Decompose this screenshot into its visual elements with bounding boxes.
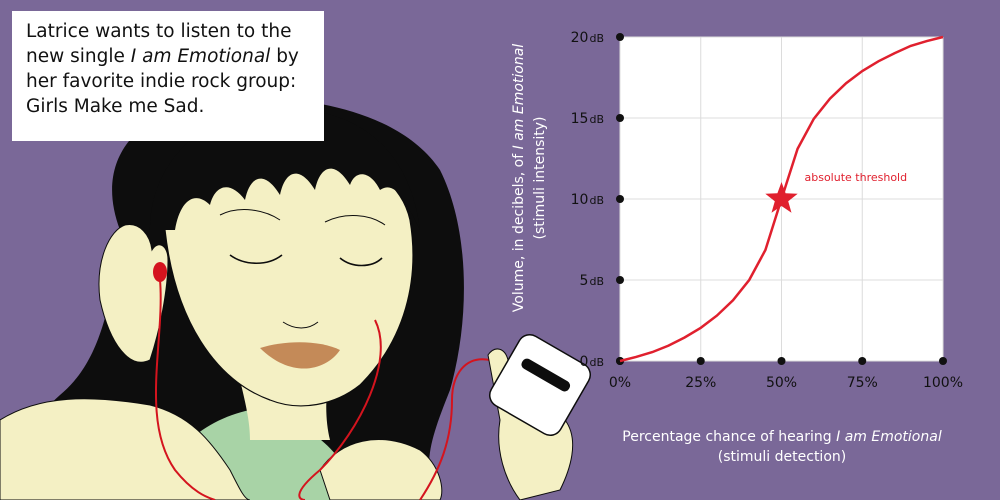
x-tick-dot-1: [696, 357, 705, 365]
caption-line-1: Latrice wants to listen to the: [26, 21, 292, 42]
earbud-wire-left: [155, 279, 216, 500]
y-tick-label-0: 0dB: [580, 354, 604, 370]
x-tick-label-0: 0%: [609, 375, 631, 391]
x-tick-label-1: 25%: [685, 375, 716, 391]
earbud-wire-right: [298, 319, 382, 500]
x-tick-label-4: 100%: [923, 375, 963, 391]
y-tick-unit-2: dB: [589, 194, 604, 207]
eyebrow-left: [219, 209, 281, 221]
x-tick-dot-3: [858, 357, 867, 365]
threshold-star-icon: [765, 182, 798, 213]
x-axis-subtitle: (stimuli detection): [718, 449, 846, 465]
ticks: 0% 25% 50% 75% 100% 0dB 5dB 10dB 15dB 20dB: [571, 30, 963, 391]
x-axis-title-em: I am Emotional: [836, 429, 942, 445]
x-tick-label-3: 75%: [847, 375, 878, 391]
lips: [260, 342, 340, 369]
nose: [282, 321, 319, 329]
y-axis-subtitle: (stimuli intensity): [532, 116, 548, 239]
annotations: absolute threshold: [765, 171, 907, 213]
eyebrow-right: [324, 215, 386, 226]
y-tick-label-2: 10dB: [571, 192, 604, 208]
annotation-label-0: absolute threshold: [805, 171, 908, 184]
x-tick-label-2: 50%: [766, 375, 797, 391]
x-axis-title: Percentage chance of hearing I am Emotio…: [622, 429, 942, 445]
y-tick-unit-3: dB: [589, 113, 604, 126]
caption-line-3: her favorite indie rock group:: [26, 71, 297, 92]
x-tick-dot-2: [777, 357, 786, 365]
shoulder-right: [319, 439, 443, 500]
y-tick-label-4: 20dB: [571, 30, 604, 46]
caption-box: Latrice wants to listen to the new singl…: [12, 11, 324, 141]
caption-line-2-pre: new single: [26, 46, 131, 67]
left-hand: [98, 224, 169, 363]
player-wire: [419, 358, 491, 500]
caption-line-2: new single I am Emotional by: [26, 44, 310, 69]
eye-left: [229, 254, 283, 265]
y-tick-dot-2: [616, 195, 624, 203]
shoulder: [0, 398, 251, 500]
caption-song-title: I am Emotional: [130, 46, 271, 67]
y-axis-title-pre: Volume, in decibels, of: [511, 149, 527, 312]
y-tick-label-3: 15dB: [571, 111, 604, 127]
y-tick-dot-1: [616, 276, 624, 284]
y-tick-unit-4: dB: [589, 32, 604, 45]
grid: [619, 36, 944, 362]
y-tick-unit-0: dB: [589, 356, 604, 369]
y-tick-label-1: 5dB: [580, 273, 604, 289]
y-axis-title-em: I am Emotional: [511, 44, 527, 150]
y-axis-title: Volume, in decibels, of I am Emotional: [511, 44, 527, 313]
earbuds-icon: [153, 262, 167, 282]
y-tick-dot-4: [616, 33, 624, 41]
y-tick-dot-3: [616, 114, 624, 122]
music-player-icon: [489, 334, 591, 436]
caption-line-4: Girls Make me Sad.: [26, 96, 205, 117]
y-tick-unit-1: dB: [589, 275, 604, 288]
x-axis-title-pre: Percentage chance of hearing: [622, 429, 836, 445]
x-tick-dot-4: [939, 357, 947, 365]
eye-right: [339, 257, 383, 267]
caption-line-2-post: by: [270, 46, 299, 67]
